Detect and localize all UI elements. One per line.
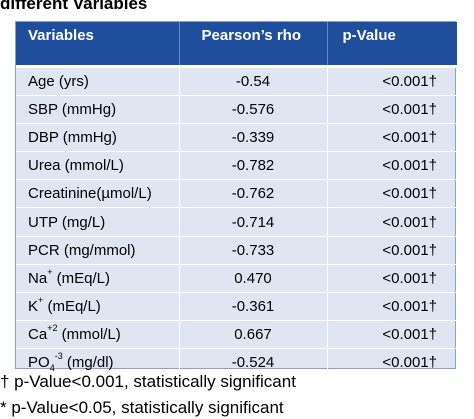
header-p-value: p-Value bbox=[327, 22, 457, 68]
header-pearsons-rho: Pearson’s rho bbox=[179, 22, 328, 68]
p-value-cell: <0.001† bbox=[327, 236, 457, 265]
header-variables: Variables bbox=[16, 22, 180, 68]
rho-cell: -0.54 bbox=[179, 66, 328, 96]
p-value-cell: <0.001† bbox=[327, 348, 457, 378]
table-row: Age (yrs) -0.54 <0.001† bbox=[16, 66, 457, 96]
footnote-asterisk: * p-Value<0.05, statistically significan… bbox=[0, 398, 284, 417]
table-row: PCR (mg/mmol) -0.733 <0.001† bbox=[16, 236, 457, 265]
table-row: Na+ (mEq/L) 0.470 <0.001† bbox=[16, 264, 457, 294]
correlation-table: Variables Pearson’s rho p-Value Age (yrs… bbox=[16, 22, 457, 378]
variable-cell: DBP (mmHg) bbox=[16, 123, 180, 153]
rho-cell: -0.576 bbox=[179, 95, 328, 124]
p-value-cell: <0.001† bbox=[327, 66, 457, 96]
table-row: DBP (mmHg) -0.339 <0.001† bbox=[16, 123, 457, 153]
rho-cell: 0.470 bbox=[179, 264, 328, 294]
variable-cell: Age (yrs) bbox=[16, 66, 180, 96]
p-value-cell: <0.001† bbox=[327, 292, 457, 322]
rho-cell: -0.762 bbox=[179, 179, 328, 209]
footnote-dagger: † p-Value<0.001, statistically significa… bbox=[0, 372, 296, 391]
variable-cell: Creatinine(µmol/L) bbox=[16, 179, 180, 209]
variable-cell: UTP (mg/L) bbox=[16, 207, 180, 237]
table-row: Creatinine(µmol/L) -0.762 <0.001† bbox=[16, 179, 457, 209]
rho-cell: 0.667 bbox=[179, 320, 328, 350]
variable-cell: Na+ (mEq/L) bbox=[16, 264, 180, 294]
p-value-cell: <0.001† bbox=[327, 95, 457, 124]
rho-cell: -0.361 bbox=[179, 292, 328, 322]
variable-cell: SBP (mmHg) bbox=[16, 95, 180, 124]
table-row: SBP (mmHg) -0.576 <0.001† bbox=[16, 95, 457, 124]
variable-cell: Ca+2 (mmol/L) bbox=[16, 320, 180, 350]
table-row: UTP (mg/L) -0.714 <0.001† bbox=[16, 207, 457, 237]
p-value-cell: <0.001† bbox=[327, 123, 457, 153]
p-value-cell: <0.001† bbox=[327, 207, 457, 237]
table-row: K+ (mEq/L) -0.361 <0.001† bbox=[16, 292, 457, 322]
rho-cell: -0.339 bbox=[179, 123, 328, 153]
rho-cell: -0.782 bbox=[179, 151, 328, 181]
rho-cell: -0.524 bbox=[179, 348, 328, 378]
table-row: PO4-3 (mg/dl) -0.524 <0.001† bbox=[16, 348, 457, 378]
rho-cell: -0.733 bbox=[179, 236, 328, 265]
table-caption: different Variables bbox=[0, 0, 148, 13]
correlation-table-container: Variables Pearson’s rho p-Value Age (yrs… bbox=[15, 21, 457, 378]
table-row: Urea (mmol/L) -0.782 <0.001† bbox=[16, 151, 457, 181]
p-value-cell: <0.001† bbox=[327, 179, 457, 209]
variable-cell: Urea (mmol/L) bbox=[16, 151, 180, 181]
p-value-cell: <0.001† bbox=[327, 264, 457, 294]
variable-cell: PCR (mg/mmol) bbox=[16, 236, 180, 265]
rho-cell: -0.714 bbox=[179, 207, 328, 237]
p-value-cell: <0.001† bbox=[327, 320, 457, 350]
table-row: Ca+2 (mmol/L) 0.667 <0.001† bbox=[16, 320, 457, 350]
p-value-cell: <0.001† bbox=[327, 151, 457, 181]
variable-cell: PO4-3 (mg/dl) bbox=[16, 348, 180, 378]
table-header-row: Variables Pearson’s rho p-Value bbox=[16, 22, 457, 68]
variable-cell: K+ (mEq/L) bbox=[16, 292, 180, 322]
